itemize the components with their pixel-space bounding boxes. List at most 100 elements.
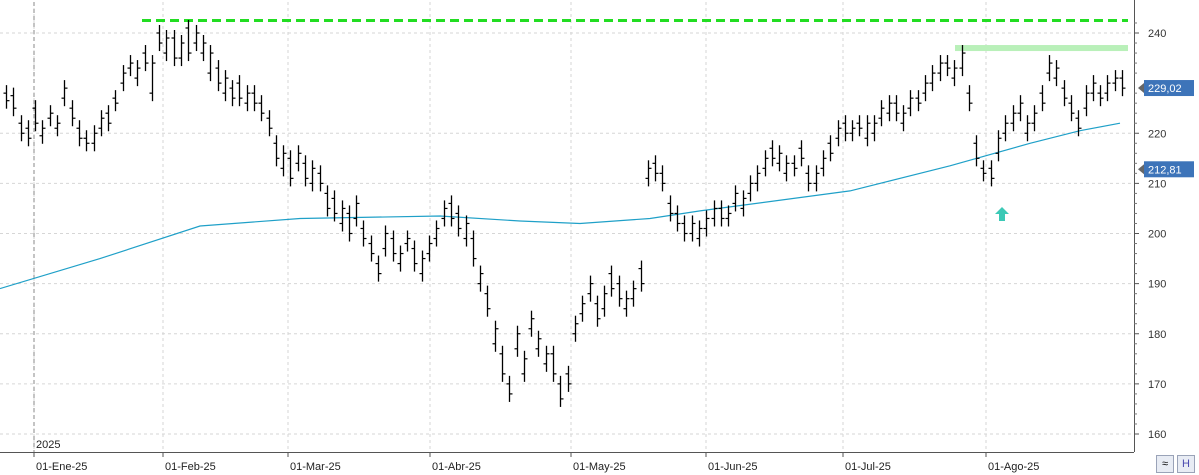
- ohlc-bar: [718, 200, 725, 227]
- moving-average-path: [0, 122, 1121, 290]
- ohlc-bar: [193, 24, 200, 52]
- ohlc-bar: [433, 220, 440, 247]
- ohlc-bar: [674, 205, 681, 232]
- ohlc-bar: [1075, 110, 1082, 137]
- ohlc-bar: [1068, 95, 1075, 122]
- ohlc-bar: [47, 105, 54, 127]
- up-arrow-icon: [995, 207, 1009, 221]
- ohlc-bar: [820, 150, 827, 177]
- ohlc-bar: [601, 285, 608, 317]
- ohlc-bar: [295, 145, 302, 172]
- ohlc-bar: [302, 155, 309, 187]
- ohlc-bar: [521, 350, 528, 382]
- date-label: 01-Jun-25: [708, 461, 758, 473]
- ohlc-bar: [273, 135, 280, 167]
- ohlc-bar: [608, 265, 615, 297]
- ohlc-bar: [382, 225, 389, 257]
- ohlc-bar: [995, 130, 1002, 162]
- date-axis: 01-Ene-25 01-Feb-25 01-Mar-25 01-Abr-25 01-M…: [0, 452, 1134, 473]
- ohlc-bar: [112, 90, 119, 112]
- ohlc-bar: [973, 135, 980, 167]
- ohlc-bar: [1010, 105, 1017, 132]
- save-icon[interactable]: H: [1177, 455, 1195, 473]
- ohlc-bar: [178, 35, 185, 67]
- price-tick-label: 220: [1148, 128, 1166, 140]
- ohlc-bar: [587, 275, 594, 302]
- ohlc-bar: [229, 80, 236, 107]
- ohlc-bar: [287, 150, 294, 187]
- ohlc-bar: [915, 90, 922, 112]
- ohlc-bar: [514, 325, 521, 357]
- ohlc-bar: [827, 135, 834, 162]
- ohlc-bar: [346, 205, 353, 242]
- price-tick-label: 210: [1148, 178, 1166, 190]
- ohlc-bar: [3, 85, 10, 109]
- ohlc-bar: [411, 240, 418, 272]
- ohlc-bar: [813, 165, 820, 192]
- ohlc-bar: [419, 250, 426, 282]
- ohlc-bar: [776, 145, 783, 172]
- ohlc-bar: [696, 220, 703, 247]
- ohlc-bar: [652, 155, 659, 182]
- ohlc-bar: [1039, 85, 1046, 112]
- last-price-tag-box: [1144, 80, 1194, 97]
- ohlc-bar: [280, 145, 287, 177]
- ohlc-bar: [105, 105, 112, 132]
- ohlc-bar: [390, 230, 397, 262]
- ohlc-bar: [543, 345, 550, 372]
- ohlc-bar: [638, 260, 645, 292]
- ohlc-bar: [907, 90, 914, 117]
- ohlc-bar: [470, 230, 477, 267]
- last-price-tag-pointer: [1138, 83, 1144, 94]
- ohlc-bar: [448, 195, 455, 227]
- ohlc-bar: [426, 235, 433, 262]
- ohlc-bar: [339, 200, 346, 232]
- price-tick-label: 160: [1148, 429, 1166, 441]
- ohlc-bar: [864, 115, 871, 147]
- ohlc-bar: [900, 105, 907, 132]
- ohlc-bar: [1090, 75, 1097, 102]
- ohlc-bar: [856, 115, 863, 137]
- grid: [0, 2, 1134, 452]
- zoom-icon[interactable]: ≈: [1156, 455, 1174, 473]
- ohlc-bar: [1097, 85, 1104, 107]
- ohlc-bar: [142, 45, 149, 72]
- support-resistance-lines: [142, 18, 1128, 52]
- ohlc-bar: [266, 110, 273, 137]
- ohlc-bar: [630, 280, 637, 307]
- resistance-zone: [955, 45, 1128, 52]
- ma-value-tag-text: 212,81: [1148, 164, 1182, 176]
- ohlc-bar: [550, 345, 557, 382]
- ohlc-bar: [251, 85, 258, 112]
- ohlc-bar: [32, 100, 39, 132]
- ohlc-bar: [557, 375, 564, 407]
- ohlc-bar: [324, 185, 331, 217]
- ohlc-bar: [1031, 105, 1038, 132]
- ohlc-bar: [711, 200, 718, 227]
- ma-value-tag-box: [1144, 161, 1194, 178]
- ohlc-bar: [878, 100, 885, 127]
- ohlc-bar: [951, 60, 958, 87]
- ohlc-bar: [528, 310, 535, 337]
- ohlc-bar: [1053, 60, 1060, 87]
- ma-value-tag-pointer: [1138, 164, 1144, 175]
- ohlc-bar: [835, 120, 842, 147]
- ohlc-bar: [83, 130, 90, 152]
- ohlc-bar: [929, 65, 936, 92]
- ohlc-bar: [171, 29, 178, 67]
- ohlc-bar: [667, 195, 674, 222]
- ohlc-bar: [200, 35, 207, 62]
- ohlc-bar: [54, 115, 61, 137]
- price-tick-label: 200: [1148, 229, 1166, 241]
- ohlc-bar: [331, 190, 338, 222]
- ohlc-bar: [76, 120, 83, 147]
- ohlc-bar: [317, 165, 324, 192]
- ohlc-bar: [1024, 115, 1031, 142]
- ohlc-bar: [1017, 95, 1024, 122]
- ohlc-bar: [156, 24, 163, 52]
- ohlc-bar: [922, 75, 929, 102]
- ohlc-bar: [1061, 80, 1068, 107]
- ohlc-bar: [572, 315, 579, 342]
- ohlc-bar: [732, 185, 739, 212]
- price-tick-label: 180: [1148, 329, 1166, 341]
